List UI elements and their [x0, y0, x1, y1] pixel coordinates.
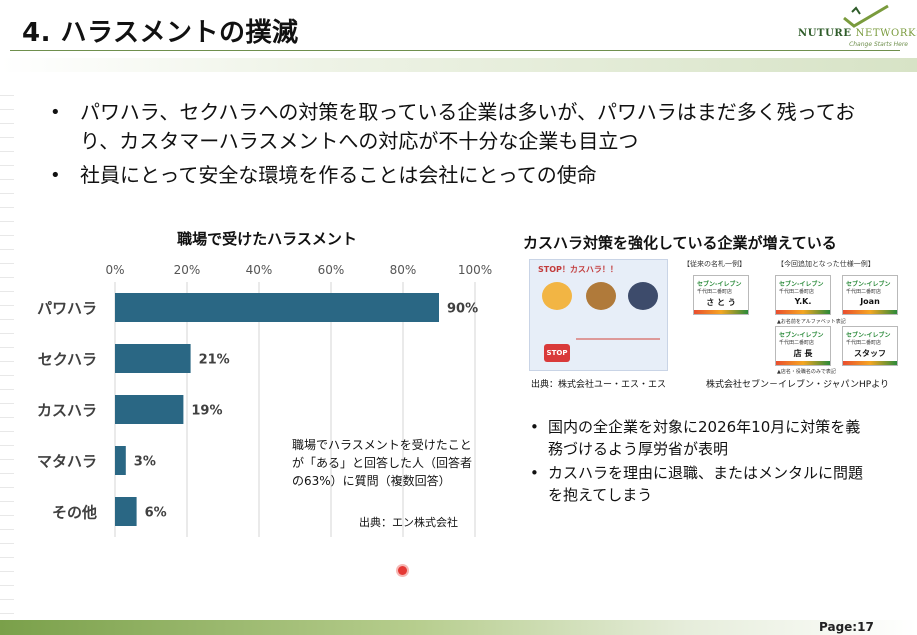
poster-figure: [586, 282, 616, 310]
bullet-item: パワハラ、セクハラへの対策を取っている企業は多いが、パワハラはまだ多く残っており…: [50, 98, 880, 156]
company-logo: NUTURE NETWORKS Change Starts Here: [798, 4, 917, 50]
data-label: 90%: [447, 302, 478, 317]
footer-band: [0, 620, 917, 635]
header-band: [0, 58, 917, 72]
x-tick-label: 0%: [105, 263, 124, 277]
data-label: 19%: [191, 404, 222, 419]
category-label: セクハラ: [38, 351, 97, 369]
name-badge: セブン-イレブン 千代田二番町店 Joan: [842, 275, 898, 315]
x-tick-label: 40%: [246, 263, 273, 277]
logo-tagline: Change Starts Here: [849, 41, 908, 48]
new-badge-label: 【今回追加となった仕様一例】: [777, 260, 875, 268]
bullet-item: カスハラを理由に退職、またはメンタルに問題を抱えてしまう: [530, 462, 875, 506]
poster-figure: [542, 282, 572, 310]
category-label: その他: [52, 504, 97, 522]
logo-text: NUTURE NETWORKS: [798, 28, 917, 39]
name-badge: セブン-イレブン 千代田二番町店 さ と う: [693, 275, 749, 315]
bullet-item: 社員にとって安全な環境を作ることは会社にとっての使命: [50, 161, 880, 190]
poster-figure: [628, 282, 658, 310]
bar: [115, 395, 184, 424]
stop-kasuhara-poster: STOP！カスハラ！！ STOP: [529, 259, 668, 371]
poster-stop-sign: STOP: [544, 344, 570, 362]
poster-source: 出典：株式会社ユー・エス・エス: [531, 380, 667, 390]
name-badge: セブン-イレブン 千代田二番町店 スタッフ: [842, 326, 898, 366]
chart-source: 出典：エン株式会社: [359, 516, 458, 529]
category-label: カスハラ: [37, 402, 97, 420]
logo-check-icon: [843, 4, 889, 28]
badge-source: 株式会社セブン－イレブン・ジャパンHPより: [706, 380, 890, 390]
page-number: Page:17: [819, 620, 874, 634]
x-tick-label: 20%: [174, 263, 201, 277]
chart-note: 職場でハラスメントを受けたことが「ある」と回答した人（回答者の63%）に質問（複…: [292, 438, 473, 488]
name-badge: セブン-イレブン 千代田二番町店 店 長: [775, 326, 831, 366]
bar: [115, 344, 191, 373]
bar: [115, 293, 439, 322]
x-tick-label: 80%: [390, 263, 417, 277]
pointer-dot: [398, 566, 407, 575]
right-panel-title: カスハラ対策を強化している企業が増えている: [523, 234, 837, 252]
poster-divider: [576, 338, 660, 340]
main-bullets: パワハラ、セクハラへの対策を取っている企業は多いが、パワハラはまだ多く残っており…: [50, 98, 880, 195]
bar: [115, 446, 126, 475]
conventional-badge-label: 【従来の名札一例】: [683, 260, 746, 268]
data-label: 21%: [199, 353, 230, 368]
badge-note: ▲店名・役職名のみで表記: [777, 369, 836, 375]
x-tick-label: 100%: [458, 263, 492, 277]
title-divider: [10, 50, 900, 51]
badge-note: ▲お名前をアルファベット表記: [777, 319, 846, 325]
bullet-item: 国内の全企業を対象に2026年10月に対策を義務づけるよう厚労省が表明: [530, 416, 875, 460]
data-label: 3%: [134, 455, 156, 470]
category-label: パワハラ: [37, 300, 97, 318]
harassment-bar-chart: 0% 20% 40% 60% 80% 100% パワハラ 90% セクハラ 21% カスハラ 19% マ…: [37, 263, 492, 537]
side-ruler: [0, 82, 14, 622]
right-bullets: 国内の全企業を対象に2026年10月に対策を義務づけるよう厚労省が表明 カスハラ…: [530, 416, 875, 508]
data-label: 6%: [145, 506, 167, 521]
category-label: マタハラ: [37, 453, 97, 471]
chart-title: 職場で受けたハラスメント: [177, 230, 357, 248]
slide-title: 4. ハラスメントの撲滅: [22, 18, 299, 48]
x-tick-label: 60%: [318, 263, 345, 277]
poster-heading: STOP！カスハラ！！: [538, 265, 618, 274]
bar: [115, 497, 137, 526]
name-badge: セブン-イレブン 千代田二番町店 Y.K.: [775, 275, 831, 315]
